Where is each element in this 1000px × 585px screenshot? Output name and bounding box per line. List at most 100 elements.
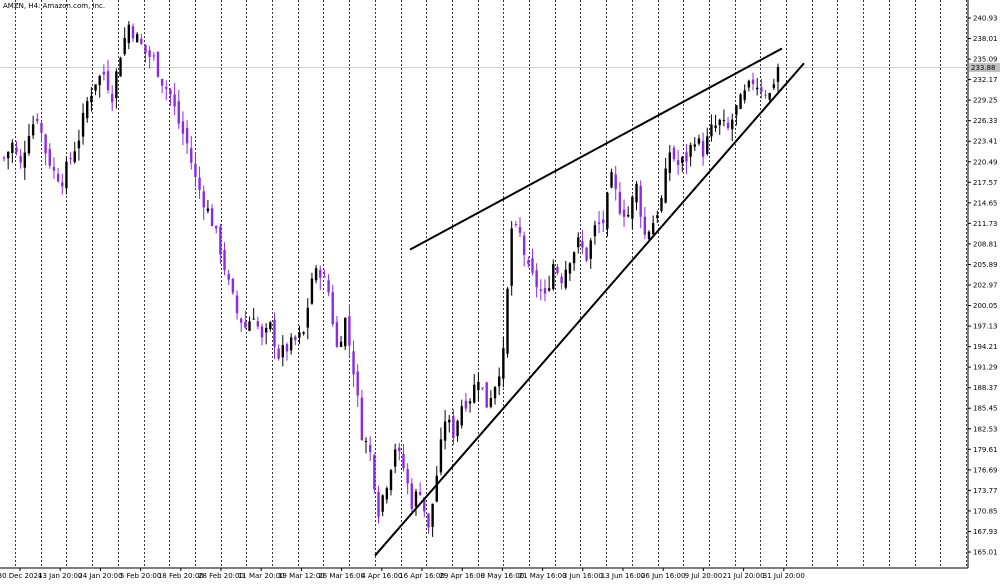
candle-body <box>206 208 210 212</box>
vertical-gridlines <box>15 0 967 568</box>
candle-body <box>352 351 355 375</box>
candle-body <box>602 219 605 224</box>
candle-body <box>69 157 72 160</box>
candle-body <box>693 144 696 147</box>
candle-body <box>360 397 364 440</box>
candle-body <box>310 278 314 304</box>
candle-body <box>614 174 617 189</box>
candle-body <box>639 185 642 217</box>
candle-body <box>385 488 389 500</box>
candle-body <box>160 79 164 86</box>
candle-body <box>452 416 455 438</box>
price-tick-label: 208.81 <box>973 240 998 248</box>
candle-body <box>381 495 384 512</box>
candle-body <box>389 470 393 491</box>
candle-body <box>210 208 214 227</box>
candle-body <box>606 192 609 229</box>
candle-body <box>198 177 201 190</box>
candle-body <box>618 192 622 214</box>
candle-body <box>464 400 468 409</box>
candle-body <box>364 441 368 443</box>
candle-body <box>256 321 260 327</box>
time-tick-label: 31 Jul 20:00 <box>763 572 805 580</box>
candle-body <box>664 168 667 203</box>
candle-body <box>239 318 243 323</box>
candle-body <box>285 344 289 352</box>
trendlines[interactable] <box>374 47 805 557</box>
candle-body <box>581 241 584 248</box>
candle-body <box>647 231 651 239</box>
candle-body <box>493 387 497 399</box>
candle-body <box>102 71 106 75</box>
candle-body <box>443 421 447 441</box>
candle-body <box>202 191 205 208</box>
price-tick-label: 185.45 <box>973 405 998 413</box>
candle-body <box>98 75 101 86</box>
price-tick-label: 165.01 <box>973 549 998 557</box>
candle-body <box>439 439 443 473</box>
candle-body <box>377 491 380 517</box>
candle-body <box>735 105 738 115</box>
candle-body <box>123 38 126 55</box>
candle-body <box>264 328 268 333</box>
price-tick-label: 176.69 <box>973 466 998 474</box>
candle-body <box>739 94 742 109</box>
time-tick-label: 13 Jun 16:00 <box>601 572 645 580</box>
candle-body <box>522 235 526 255</box>
candle-body <box>190 148 193 163</box>
candle-body <box>681 157 684 163</box>
candle-body <box>431 503 434 527</box>
candle-body <box>448 419 451 423</box>
upper-channel-line[interactable] <box>409 47 783 251</box>
price-tick-label: 220.49 <box>973 158 998 166</box>
candle-body <box>298 332 301 338</box>
price-tick-label: 170.85 <box>973 507 998 515</box>
candle-body <box>248 321 251 331</box>
candle-body <box>61 182 64 187</box>
candle-body <box>319 269 322 278</box>
candle-body <box>48 149 51 166</box>
candle-body <box>543 288 547 294</box>
candle-body <box>747 80 751 88</box>
candle-body <box>622 209 626 217</box>
price-tick-label: 229.25 <box>973 97 998 105</box>
time-tick-label: 9 May 16:00 <box>481 572 525 580</box>
candle-body <box>760 87 763 92</box>
lower-channel-line[interactable] <box>374 62 805 557</box>
candle-body <box>481 387 484 389</box>
candle-body <box>144 44 147 54</box>
candle-body <box>755 87 759 90</box>
candle-body <box>135 34 139 43</box>
time-tick-label: 19 Mar 12:00 <box>278 572 325 580</box>
candle-body <box>402 453 405 469</box>
candle-body <box>468 401 472 404</box>
candle-body <box>589 240 592 259</box>
price-tick-label: 223.41 <box>973 138 998 146</box>
candle-body <box>131 26 135 39</box>
candle-body <box>152 55 156 57</box>
candle-body <box>231 278 235 293</box>
candle-body <box>427 513 430 528</box>
candle-body <box>165 87 168 89</box>
time-tick-label: 29 Apr 16:00 <box>439 572 485 580</box>
candle-body <box>173 94 176 107</box>
price-tick-label: 226.33 <box>973 117 998 125</box>
candle-body <box>19 156 22 163</box>
candle-body <box>418 491 422 495</box>
candle-body <box>269 322 272 330</box>
price-tick-label: 197.13 <box>973 323 998 331</box>
price-axis[interactable]: 240.93 238.01 235.09 232.17 229.25 226.33 223.… <box>968 15 998 557</box>
candle-body <box>585 247 588 261</box>
candle-body <box>423 497 426 512</box>
candle-body <box>260 326 264 338</box>
time-tick-label: 26 Mar 16:00 <box>318 572 365 580</box>
candle-body <box>52 166 56 171</box>
candle-body <box>31 124 35 136</box>
candle-body <box>86 101 89 119</box>
candle-body <box>339 341 343 347</box>
candle-body <box>706 136 709 155</box>
candle-body <box>81 112 85 137</box>
